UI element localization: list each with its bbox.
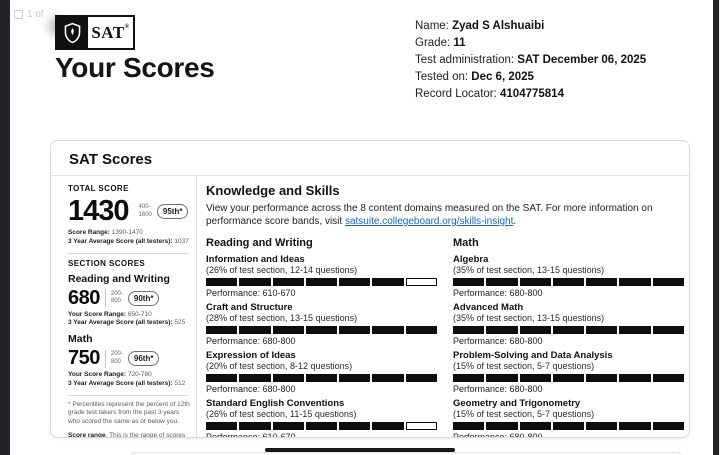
- domain-columns: Reading and Writing Information and Idea…: [206, 237, 684, 437]
- score-range-footnote: Score range. This is the range of scores…: [68, 431, 186, 438]
- logo-wordmark: SAT: [91, 23, 125, 42]
- record-locator-line: Record Locator: 4104775814: [415, 88, 564, 100]
- page-title: Your Scores: [55, 52, 215, 83]
- divider: [68, 252, 188, 254]
- domain-algebra: Algebra (35% of test section, 13-15 ques…: [453, 254, 684, 299]
- collegeboard-shield-icon: [57, 17, 88, 48]
- section-rw-average: 3 Year Average Score (all testers): 525: [68, 319, 186, 327]
- card-body: TOTAL SCORE 1430 400- 1600 95th* Score Ra…: [51, 176, 689, 438]
- domain-craft-and-structure: Craft and Structure (28% of test section…: [206, 302, 437, 347]
- skills-insight-link[interactable]: satsuite.collegeboard.org/skills-insight: [344, 216, 514, 227]
- section-math-range: Your Score Range: 720-780: [68, 371, 152, 379]
- student-info-block: Name: Zyad S Alshuaibi Grade: 11 Test ad…: [415, 18, 646, 103]
- math-column-heading: Math: [453, 237, 479, 249]
- score-band-bar: [206, 326, 437, 334]
- right-edge-strip: [713, 0, 720, 455]
- percentile-footnote: * Percentiles represent the percent of 1…: [68, 400, 190, 426]
- score-band-bar: [453, 326, 684, 334]
- section-math-score: 750: [68, 347, 100, 370]
- score-band-bar: [453, 278, 684, 286]
- total-average-score: 3 Year Average Score (all testers): 1037: [68, 237, 189, 245]
- score-scale-divider: [104, 289, 106, 308]
- total-score-label: TOTAL SCORE: [68, 184, 129, 193]
- total-score-scale: 400- 1600: [138, 204, 152, 218]
- domain-expression-of-ideas: Expression of Ideas (20% of test section…: [206, 350, 437, 395]
- page-thumbnail-icon: [14, 10, 23, 19]
- domain-advanced-math: Advanced Math (35% of test section, 13-1…: [453, 302, 684, 347]
- sat-scores-card: SAT Scores TOTAL SCORE 1430 400- 1600 95t…: [50, 140, 690, 438]
- section-rw-percentile-badge: 90th*: [127, 290, 160, 306]
- test-administration-line: Test administration: SAT December 06, 20…: [415, 54, 647, 66]
- section-math-percentile-badge: 96th*: [127, 351, 160, 367]
- student-name-line: Name: Zyad S Alshuaibi: [415, 20, 545, 32]
- scores-summary-column: TOTAL SCORE 1430 400- 1600 95th* Score Ra…: [51, 176, 197, 438]
- section-math-scale: 200- 800: [110, 351, 123, 365]
- score-band-bar: [206, 374, 437, 382]
- section-math-score-row: 750 200- 800 96th*: [68, 347, 188, 370]
- sat-logo: SAT ®: [55, 15, 135, 50]
- section-math-average: 3 Year Average Score (all testers): 512: [68, 379, 186, 387]
- student-grade-line: Grade: 11: [415, 37, 466, 49]
- score-band-bar: [206, 278, 437, 286]
- page-count-label: 1 of: [27, 9, 44, 20]
- registered-mark: ®: [124, 24, 130, 30]
- section-rw-range: Your Score Range: 650-710: [68, 310, 152, 318]
- next-section-card-edge: [130, 452, 681, 455]
- domain-problem-solving-data-analysis: Problem-Solving and Data Analysis (15% o…: [453, 350, 684, 395]
- knowledge-skills-title: Knowledge and Skills: [206, 183, 340, 198]
- total-score-value: 1430: [68, 195, 130, 227]
- reading-writing-domains-column: Reading and Writing Information and Idea…: [206, 237, 437, 437]
- total-percentile-badge: 95th*: [156, 204, 189, 219]
- card-title: SAT Scores: [69, 151, 153, 168]
- total-score-range: Score Range: 1390-1470: [68, 229, 143, 236]
- section-math-name: Math: [68, 333, 93, 346]
- section-scores-label: SECTION SCORES: [68, 258, 146, 268]
- left-edge-strip: [0, 0, 10, 455]
- knowledge-skills-panel: Knowledge and Skills View your performan…: [197, 176, 689, 437]
- domain-geometry-and-trigonometry: Geometry and Trigonometry (15% of test s…: [453, 398, 684, 437]
- domain-information-and-ideas: Information and Ideas (26% of test secti…: [206, 254, 437, 299]
- math-domains-column: Math Algebra (35% of test section, 13-15…: [453, 237, 684, 437]
- section-rw-score: 680: [68, 286, 100, 309]
- total-score-row: 1430 400- 1600 95th*: [68, 195, 189, 228]
- section-rw-scale: 200- 800: [110, 290, 123, 305]
- tested-on-line: Tested on: Dec 6, 2025: [415, 71, 534, 83]
- horizontal-scrollbar-thumb[interactable]: [265, 448, 455, 452]
- rw-column-heading: Reading and Writing: [206, 237, 313, 249]
- score-band-bar: [453, 374, 684, 382]
- section-rw-score-row: 680 200- 800 90th*: [68, 287, 188, 310]
- sat-logo-text: SAT ®: [88, 17, 133, 48]
- score-scale-divider: [104, 349, 106, 368]
- page-count-overlay: 1 of: [14, 9, 44, 20]
- domain-standard-english-conventions: Standard English Conventions (26% of tes…: [206, 398, 437, 437]
- score-band-bar: [453, 422, 684, 430]
- card-header: SAT Scores: [51, 141, 689, 176]
- score-band-bar: [206, 422, 437, 430]
- section-rw-name: Reading and Writing: [68, 272, 170, 285]
- divider: [68, 394, 188, 396]
- knowledge-skills-intro: View your performance across the 8 conte…: [206, 203, 653, 227]
